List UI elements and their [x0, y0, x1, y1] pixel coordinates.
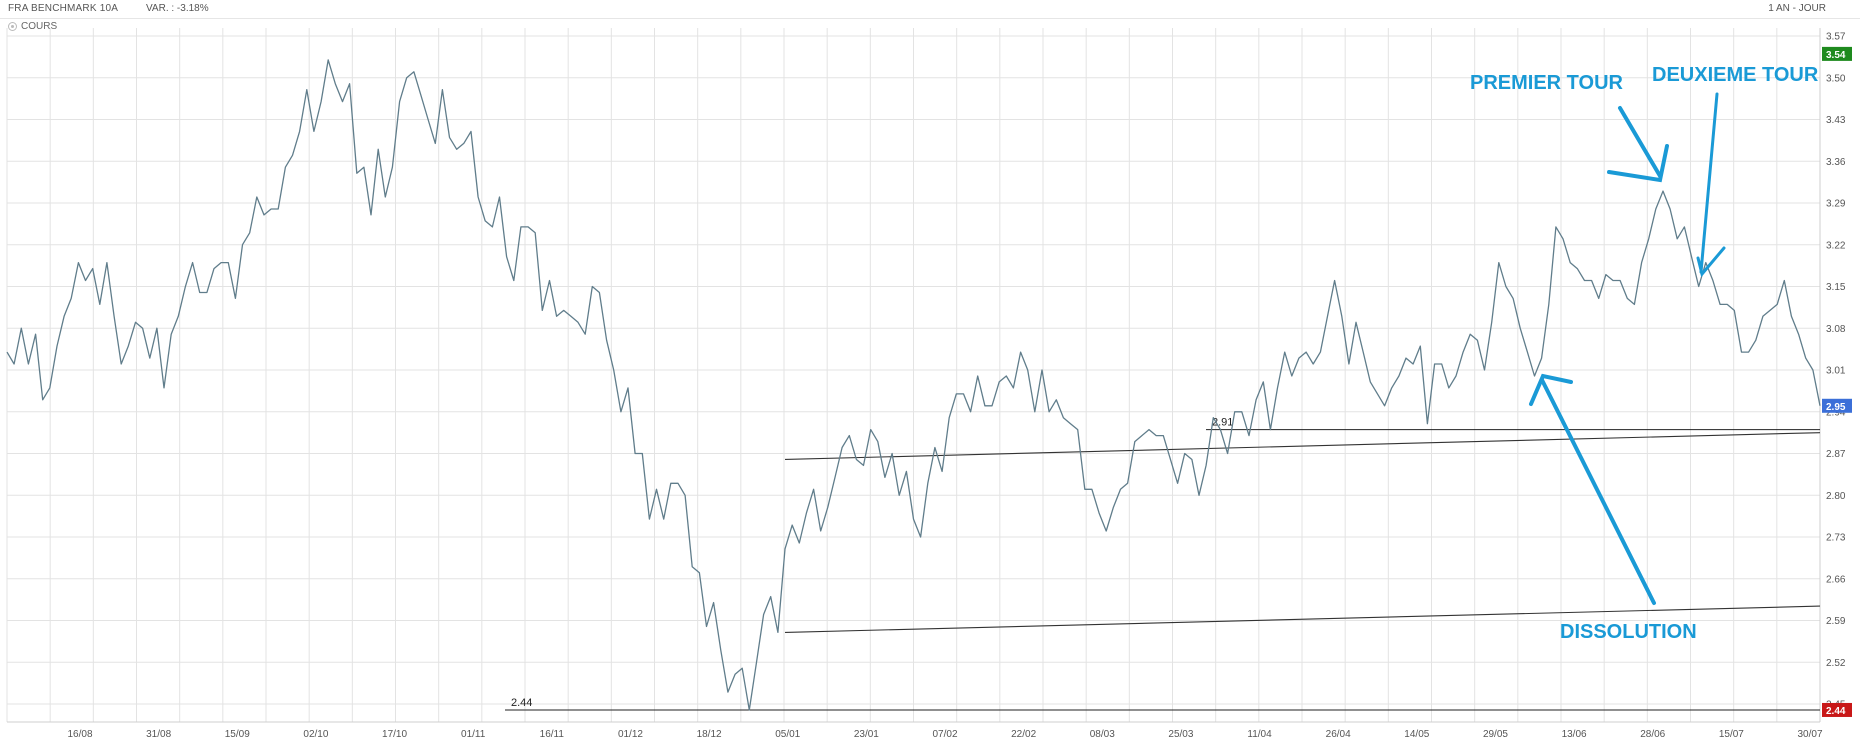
series-label: COURS: [21, 21, 58, 32]
badge-low-bg: [1822, 702, 1852, 717]
y-tick-label: 3.50: [1826, 73, 1846, 84]
x-tick-label: 15/09: [225, 729, 250, 740]
y-tick-label: 3.36: [1826, 157, 1846, 168]
period-selector[interactable]: 1 AN - JOUR: [1768, 3, 1826, 14]
grid: [6, 28, 1821, 722]
y-tick-label: 3.29: [1826, 199, 1846, 210]
x-tick-label: 02/10: [303, 729, 328, 740]
y-tick-label: 3.43: [1826, 115, 1846, 126]
instrument-name: FRA BENCHMARK 10A: [8, 3, 119, 14]
x-tick-label: 07/02: [932, 729, 957, 740]
badge-last-label: 2.95: [1826, 402, 1846, 413]
price-line: [6, 59, 1821, 711]
x-tick-label: 22/02: [1011, 729, 1036, 740]
trend-line: [785, 605, 1821, 633]
x-tick-label: 01/11: [461, 729, 486, 740]
x-tick-label: 23/01: [854, 729, 879, 740]
chart-header: FRA BENCHMARK 10A VAR. : -3.18% 1 AN - J…: [0, 0, 1860, 19]
badge-high-bg: [1822, 46, 1852, 61]
badge-high-label: 3.54: [1826, 50, 1846, 61]
arrowhead-dissolution: [1529, 373, 1573, 406]
x-tick-label: 17/10: [382, 729, 407, 740]
x-tick-label: 01/12: [618, 729, 643, 740]
x-tick-label: 16/08: [67, 729, 92, 740]
annotation-label: DEUXIEME TOUR: [1652, 64, 1819, 86]
x-tick-label: 28/06: [1640, 729, 1665, 740]
y-tick-label: 3.15: [1826, 282, 1846, 293]
level-label: 2.91: [1212, 417, 1233, 429]
x-tick-label: 18/12: [697, 729, 722, 740]
x-tick-label: 29/05: [1483, 729, 1508, 740]
variation-text: VAR. : -3.18%: [146, 3, 209, 14]
y-tick-label: 2.73: [1826, 533, 1846, 544]
level-label: 2.44: [511, 697, 532, 709]
y-tick-label: 3.08: [1826, 324, 1846, 335]
y-tick-label: 3.01: [1826, 366, 1846, 377]
annotation-label: DISSOLUTION: [1560, 621, 1697, 643]
badge-last-bg: [1822, 398, 1852, 413]
x-tick-label: 15/07: [1719, 729, 1744, 740]
arrow-dissolution: [1540, 378, 1656, 605]
y-tick-label: 2.80: [1826, 491, 1846, 502]
y-tick-label: 2.59: [1826, 616, 1846, 627]
price-badges: 3.54 2.95 2.44: [1822, 46, 1852, 717]
axes: 3.573.503.433.363.293.223.153.083.012.94…: [7, 28, 1846, 740]
price-series: [6, 59, 1821, 711]
y-tick-label: 3.57: [1826, 32, 1846, 43]
x-tick-label: 08/03: [1090, 729, 1115, 740]
annotation-label: PREMIER TOUR: [1470, 72, 1624, 94]
x-tick-label: 05/01: [775, 729, 800, 740]
x-tick-label: 14/05: [1404, 729, 1429, 740]
gear-icon[interactable]: [8, 22, 17, 31]
arrowhead-premier-tour: [1607, 144, 1669, 183]
y-tick-label: 2.87: [1826, 449, 1846, 460]
x-tick-label: 25/03: [1168, 729, 1193, 740]
arrow-premier-tour: [1618, 106, 1662, 178]
trend-channel: [785, 432, 1821, 633]
y-tick-label: 3.22: [1826, 240, 1846, 251]
x-tick-label: 31/08: [146, 729, 171, 740]
x-tick-label: 16/11: [540, 729, 565, 740]
x-tick-label: 30/07: [1797, 729, 1822, 740]
trend-line: [785, 432, 1821, 461]
badge-low-label: 2.44: [1826, 706, 1846, 717]
horizontal-levels: 2.91 2.44: [505, 417, 1820, 711]
x-tick-label: 26/04: [1326, 729, 1351, 740]
arrowhead-deuxieme-tour: [1696, 246, 1726, 278]
series-legend[interactable]: COURS: [8, 21, 57, 32]
annotations: PREMIER TOUR DEUXIEME TOUR DISSOLUTION: [1470, 64, 1819, 643]
arrow-deuxieme-tour: [1699, 92, 1719, 274]
y-tick-label: 2.52: [1826, 658, 1846, 669]
y-tick-label: 2.66: [1826, 574, 1846, 585]
x-tick-label: 13/06: [1562, 729, 1587, 740]
x-tick-label: 11/04: [1247, 729, 1272, 740]
